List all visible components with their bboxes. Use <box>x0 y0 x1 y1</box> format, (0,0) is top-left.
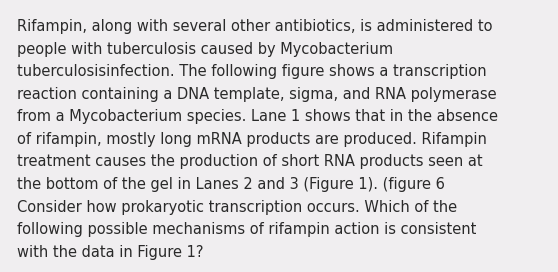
Text: Consider how prokaryotic transcription occurs. Which of the: Consider how prokaryotic transcription o… <box>17 200 457 215</box>
Text: following possible mechanisms of rifampin action is consistent: following possible mechanisms of rifampi… <box>17 222 476 237</box>
Text: of rifampin, mostly long mRNA products are produced. Rifampin: of rifampin, mostly long mRNA products a… <box>17 132 487 147</box>
Text: with the data in Figure 1?: with the data in Figure 1? <box>17 245 203 260</box>
Text: the bottom of the gel in Lanes 2 and 3 (Figure 1). (figure 6: the bottom of the gel in Lanes 2 and 3 (… <box>17 177 445 192</box>
Text: from a Mycobacterium species. Lane 1 shows that in the absence: from a Mycobacterium species. Lane 1 sho… <box>17 109 498 124</box>
Text: Rifampin, along with several other antibiotics, is administered to: Rifampin, along with several other antib… <box>17 19 492 34</box>
Text: treatment causes the production of short RNA products seen at: treatment causes the production of short… <box>17 154 482 169</box>
Text: people with tuberculosis caused by Mycobacterium: people with tuberculosis caused by Mycob… <box>17 42 393 57</box>
Text: tuberculosisinfection. The following figure shows a transcription: tuberculosisinfection. The following fig… <box>17 64 487 79</box>
Text: reaction containing a DNA template, sigma, and RNA polymerase: reaction containing a DNA template, sigm… <box>17 87 497 102</box>
